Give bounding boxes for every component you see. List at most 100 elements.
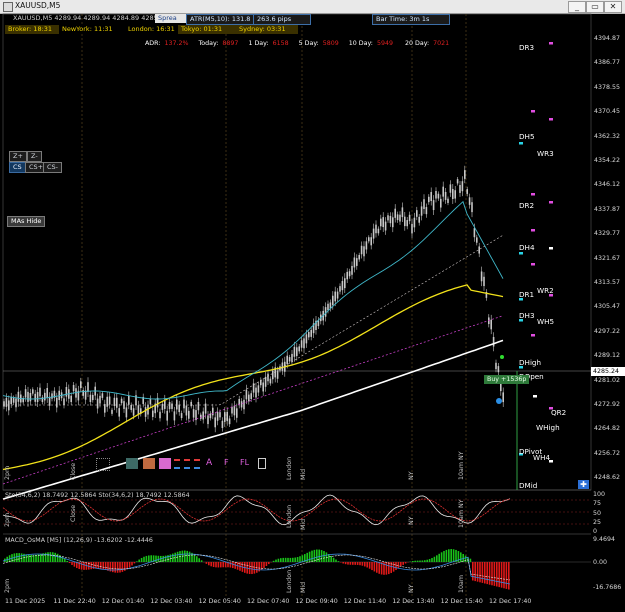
label-tool-icon[interactable]: FL — [240, 458, 250, 467]
candle-body — [233, 405, 236, 416]
text-tool-icon[interactable]: A — [206, 458, 213, 468]
macd-histogram-bar — [258, 562, 260, 572]
atr-pips: 263.6 pips — [253, 14, 311, 25]
color-swatch-teal[interactable] — [126, 458, 138, 469]
cs-minus-button[interactable]: CS- — [43, 162, 63, 173]
macd-histogram-bar — [479, 562, 481, 583]
session-label: Mid — [300, 518, 307, 530]
candle-body — [63, 398, 65, 406]
candle-body — [125, 407, 128, 418]
macd-histogram-bar — [169, 554, 172, 562]
macd-histogram-bar — [143, 556, 145, 562]
candle-body — [89, 394, 92, 402]
price-axis-label: 4305.47 — [594, 303, 621, 311]
fibo-tool-icon[interactable]: F — [224, 458, 229, 467]
candle-body — [27, 391, 29, 402]
candle-body — [92, 394, 94, 401]
macd-signal-line — [2, 554, 511, 581]
trade-entry-icon — [500, 355, 504, 359]
today-label: Today: — [198, 40, 219, 47]
macd-histogram-bar — [275, 559, 277, 562]
macd-histogram-bar — [215, 562, 217, 568]
macd-histogram-bar — [162, 555, 164, 562]
trade-label[interactable]: Buy +1536p — [484, 375, 530, 384]
restore-button[interactable]: ▭ — [586, 1, 604, 13]
zoom-out-button[interactable]: Z- — [27, 151, 42, 162]
macd-histogram-bar — [164, 555, 167, 562]
candle-body — [416, 210, 418, 217]
macd-histogram-bar — [380, 562, 383, 575]
macd-histogram-bar — [251, 562, 253, 575]
macd-histogram-bar — [296, 557, 299, 562]
app-icon — [3, 2, 13, 12]
macd-histogram-bar — [282, 557, 284, 562]
candle-body — [473, 228, 476, 238]
color-swatch-pink[interactable] — [159, 458, 171, 469]
line-style-blue-icon[interactable] — [174, 467, 200, 471]
candle-body — [356, 258, 358, 266]
macd-histogram-bar — [354, 562, 356, 565]
atr-label: ATR(M5,10): 131.8 — [186, 14, 258, 25]
trash-icon[interactable] — [258, 458, 266, 469]
level-mark — [549, 42, 553, 45]
candle-body — [228, 418, 231, 425]
candle-body — [135, 395, 137, 406]
candle-body — [96, 398, 99, 409]
candle-body — [44, 392, 46, 401]
close-button[interactable]: ✕ — [604, 1, 622, 13]
candle-body — [137, 405, 140, 415]
macd-histogram-bar — [59, 555, 61, 562]
macd-histogram-bar — [265, 562, 268, 567]
crosshair-icon[interactable]: ✚ — [578, 480, 589, 489]
candle-body — [344, 278, 346, 289]
zoom-in-button[interactable]: Z+ — [9, 151, 27, 162]
macd-histogram-bar — [493, 562, 496, 586]
candle-body — [214, 417, 216, 428]
ma-white-line — [2, 339, 504, 500]
candle-body — [260, 379, 262, 386]
candle-body — [392, 217, 394, 228]
line-style-red-icon[interactable] — [174, 459, 200, 464]
candle-body — [370, 237, 372, 246]
macd-histogram-bar — [364, 562, 366, 567]
cs-button[interactable]: CS — [9, 162, 26, 173]
minimize-button[interactable]: _ — [568, 1, 586, 13]
candle-body — [281, 362, 284, 371]
window-title: XAUUSD,M5 — [15, 1, 61, 10]
time-axis-label: 12 Dec 15:40 — [440, 598, 483, 605]
candle-body — [22, 397, 24, 403]
macd-histogram-bar — [342, 562, 344, 564]
macd-histogram-bar — [452, 549, 455, 562]
mas-hide-button[interactable]: MAs Hide — [7, 216, 46, 227]
candle-body — [161, 403, 164, 410]
macd-histogram-bar — [412, 560, 414, 562]
session-label: 2pm — [4, 465, 11, 480]
macd-histogram-bar — [318, 549, 320, 562]
macd-histogram-bar — [73, 562, 76, 567]
candle-body — [372, 228, 375, 239]
session-label: Close — [70, 504, 77, 522]
candle-body — [497, 366, 500, 373]
candle-body — [200, 414, 202, 419]
level-mark — [531, 334, 535, 337]
macd-histogram-bar — [157, 555, 160, 562]
candle-body — [219, 412, 221, 418]
color-swatch-orange[interactable] — [143, 458, 155, 469]
level-dh5: DH5 — [519, 132, 535, 141]
candle-body — [118, 408, 120, 417]
day10-label: 10 Day: — [348, 40, 373, 47]
macd-histogram-bar — [167, 555, 169, 562]
candle-body — [495, 362, 497, 370]
level-dhigh: DHigh — [519, 358, 542, 367]
macd-histogram-bar — [133, 562, 136, 564]
trade-marker-icon[interactable] — [496, 398, 502, 404]
session-label: London — [286, 504, 293, 528]
candle-body — [358, 254, 360, 260]
color-swatch-gray[interactable] — [96, 458, 110, 471]
candle-body — [276, 370, 279, 379]
macd-histogram-bar — [476, 562, 479, 582]
candle-body — [243, 399, 245, 410]
candle-body — [502, 392, 504, 403]
candle-body — [128, 395, 130, 405]
